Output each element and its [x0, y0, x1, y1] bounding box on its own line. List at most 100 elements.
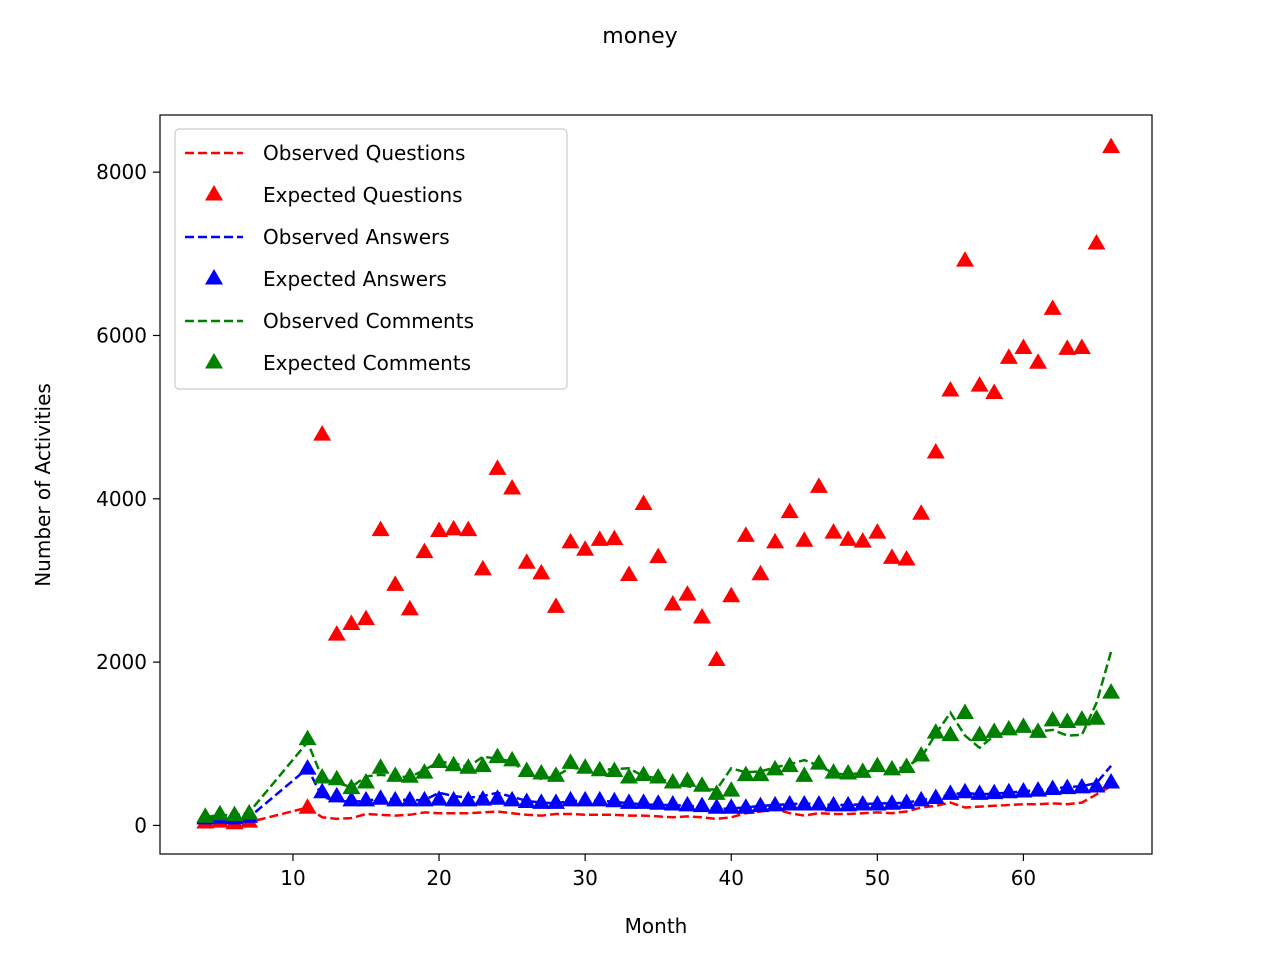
point-expected-answers	[444, 790, 463, 807]
y-tick-label: 4000	[96, 487, 147, 511]
point-expected-comments	[634, 765, 653, 782]
point-expected-questions	[1102, 137, 1121, 154]
point-expected-questions	[766, 532, 785, 549]
point-expected-answers	[473, 790, 492, 806]
point-expected-comments	[225, 805, 244, 822]
point-expected-comments	[751, 765, 770, 782]
point-expected-comments	[240, 803, 259, 820]
series-line-observed-questions	[205, 785, 1112, 826]
point-expected-answers	[941, 784, 960, 800]
point-expected-questions	[1043, 299, 1062, 315]
point-expected-comments	[839, 763, 858, 780]
point-expected-questions	[1058, 339, 1077, 355]
point-expected-questions	[970, 376, 989, 392]
point-expected-comments	[473, 756, 492, 773]
point-expected-questions	[926, 443, 945, 459]
point-expected-questions	[780, 502, 799, 519]
point-expected-answers	[400, 790, 419, 807]
point-expected-comments	[853, 762, 872, 778]
point-expected-comments	[766, 759, 785, 776]
point-expected-comments	[415, 763, 434, 779]
point-expected-answers	[1029, 781, 1048, 797]
point-expected-comments	[955, 703, 974, 720]
point-expected-answers	[605, 791, 624, 808]
point-expected-answers	[1087, 777, 1106, 793]
y-tick-label: 2000	[96, 650, 147, 674]
legend-label-observed-questions: Observed Questions	[263, 141, 465, 165]
point-expected-comments	[824, 763, 843, 779]
point-expected-questions	[590, 530, 609, 546]
point-expected-answers	[517, 792, 536, 809]
point-expected-answers	[546, 793, 565, 809]
axis-ticks: 10 20 30 40 50 60 0 2000 4000 6000 8000	[96, 160, 1036, 890]
point-expected-questions	[824, 523, 843, 539]
point-expected-questions	[532, 563, 551, 580]
legend-label-expected-questions: Expected Questions	[263, 183, 463, 207]
point-expected-comments	[780, 756, 799, 773]
point-expected-answers	[386, 790, 405, 807]
point-expected-comments	[313, 768, 332, 784]
point-expected-answers	[561, 790, 580, 807]
point-expected-comments	[868, 756, 887, 773]
x-axis-label: Month	[625, 914, 688, 938]
point-expected-comments	[985, 722, 1004, 738]
x-tick-label: 30	[572, 866, 597, 890]
point-expected-questions	[649, 547, 668, 564]
point-expected-questions	[795, 531, 814, 547]
point-expected-comments	[941, 725, 960, 742]
point-expected-comments	[1043, 710, 1062, 727]
point-expected-answers	[663, 795, 682, 811]
point-expected-answers	[751, 796, 770, 813]
point-expected-questions	[999, 348, 1018, 364]
x-tick-label: 40	[719, 866, 744, 890]
legend-swatch-expected-answers	[205, 269, 223, 285]
point-expected-comments	[882, 759, 901, 776]
point-expected-comments	[1087, 709, 1106, 725]
point-expected-answers	[693, 796, 712, 813]
point-expected-answers	[415, 790, 434, 807]
point-expected-comments	[546, 766, 565, 782]
x-tick-label: 10	[280, 866, 305, 890]
point-expected-questions	[298, 798, 317, 814]
point-expected-answers	[853, 795, 872, 811]
plot-area	[159, 114, 1153, 855]
point-expected-comments	[210, 804, 229, 821]
point-expected-answers	[1072, 777, 1091, 794]
point-expected-comments	[196, 807, 215, 823]
point-expected-answers	[313, 782, 332, 799]
point-expected-questions	[546, 597, 565, 613]
point-expected-questions	[751, 564, 770, 581]
point-expected-questions	[897, 550, 916, 566]
point-expected-answers	[371, 789, 390, 805]
point-expected-questions	[839, 530, 858, 546]
point-expected-comments	[532, 763, 551, 780]
point-expected-comments	[736, 765, 755, 782]
point-expected-answers	[926, 788, 945, 804]
point-expected-questions	[868, 523, 887, 539]
point-expected-questions	[473, 559, 492, 576]
y-axis-label: Number of Activities	[31, 383, 55, 587]
point-expected-questions	[678, 585, 697, 601]
point-expected-comments	[444, 755, 463, 772]
point-expected-questions	[985, 383, 1004, 399]
point-expected-comments	[327, 769, 346, 786]
point-expected-answers	[298, 759, 317, 775]
point-expected-comments	[1102, 683, 1121, 699]
point-expected-answers	[590, 790, 609, 807]
point-expected-comments	[1058, 712, 1077, 729]
point-expected-comments	[809, 754, 828, 770]
point-expected-answers	[985, 783, 1004, 800]
point-expected-answers	[912, 790, 931, 807]
legend-box	[174, 128, 568, 390]
point-expected-comments	[649, 768, 668, 784]
point-expected-comments	[503, 750, 522, 767]
point-expected-answers	[809, 795, 828, 811]
point-expected-questions	[386, 575, 405, 591]
point-expected-answers	[1014, 781, 1033, 798]
point-expected-answers	[649, 794, 668, 810]
point-expected-questions	[736, 526, 755, 542]
point-expected-questions	[576, 540, 595, 556]
point-expected-questions	[912, 504, 931, 520]
chart-title: money	[602, 24, 677, 49]
